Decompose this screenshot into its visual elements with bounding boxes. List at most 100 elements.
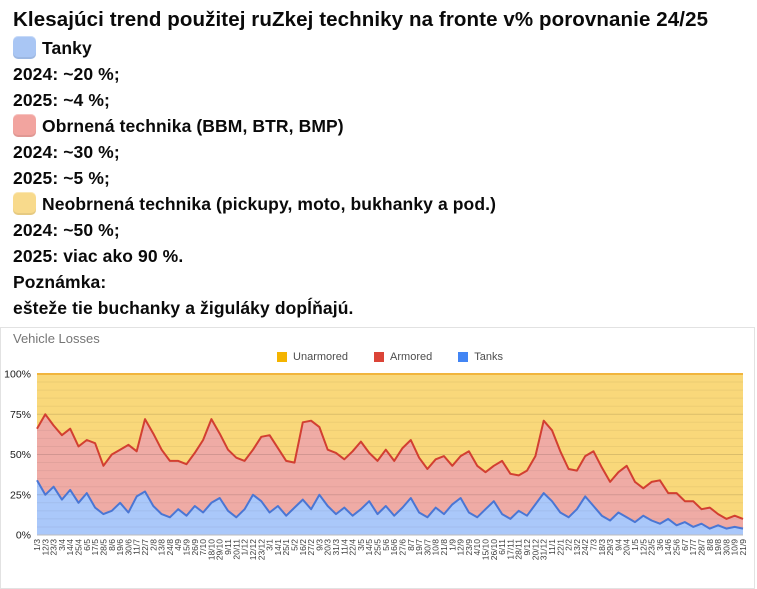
chart-legend: Unarmored Armored Tanks	[37, 351, 743, 363]
x-tick-label: 12/3	[40, 539, 50, 556]
x-tick-label: 9/12	[522, 539, 532, 556]
armored-stat-line: 2024: ~30 %;	[13, 142, 120, 162]
tanks-stat-line: 2025: ~4 %;	[13, 90, 110, 110]
x-tick-label: 2/2	[564, 539, 574, 551]
x-tick-label: 30/8	[721, 539, 731, 556]
x-tick-label: 20/4	[622, 539, 632, 556]
x-tick-label: 25/1	[281, 539, 291, 556]
legend-label: Tanks	[474, 351, 503, 363]
x-tick-label: 22/7	[140, 539, 150, 556]
x-tick-label: 10/8	[431, 539, 441, 556]
unarmored-stat-line: 2024: ~50 %;	[13, 220, 120, 240]
x-tick-label: 23/3	[49, 539, 59, 556]
x-tick-label: 5/2	[289, 539, 299, 551]
x-tick-label: 23/12	[256, 539, 266, 561]
tanks-label-line: Tanky	[13, 35, 757, 61]
x-tick-label: 10/9	[730, 539, 740, 556]
x-tick-label: 30/6	[123, 539, 133, 556]
unarmored-label: Neobrnená technika (pickupy, moto, bukha…	[42, 194, 497, 214]
x-tick-label: 29/10	[215, 539, 225, 561]
x-tick-label: 20/3	[323, 539, 333, 556]
x-tick-label: 28/7	[696, 539, 706, 556]
post-title: Klesajúci trend použitej ruZkej techniky…	[13, 8, 709, 31]
x-tick-label: 4/9	[173, 539, 183, 551]
x-tick-label: 8/7	[406, 539, 416, 551]
area-tanks	[37, 480, 743, 535]
y-tick-label: 50%	[10, 449, 31, 461]
x-tick-label: 29/3	[605, 539, 615, 556]
x-tick-label: 14/4	[65, 539, 75, 556]
x-tick-label: 1/9	[447, 539, 457, 551]
x-tick-label: 1/12	[240, 539, 250, 556]
x-tick-label: 24/2	[580, 539, 590, 556]
unarmored-swatch-icon	[13, 192, 36, 215]
x-tick-label: 7/10	[198, 539, 208, 556]
x-tick-label: 24/8	[165, 539, 175, 556]
area-armored	[37, 414, 743, 529]
x-tick-label: 3/5	[356, 539, 366, 551]
x-tick-label: 14/6	[663, 539, 673, 556]
x-tick-label: 23/9	[464, 539, 474, 556]
y-tick-label: 25%	[10, 489, 31, 501]
tanks-label: Tanky	[42, 38, 92, 58]
x-tick-label: 3/4	[57, 539, 67, 551]
x-tick-label: 11/1	[547, 539, 557, 555]
x-tick-label: 11/7	[132, 539, 142, 555]
x-tick-label: 20/11	[231, 539, 241, 560]
x-tick-label: 19/8	[713, 539, 723, 556]
x-tick-label: 16/2	[298, 539, 308, 556]
y-tick-label: 100%	[4, 369, 31, 381]
x-tick-label: 13/2	[572, 539, 582, 556]
x-tick-label: 3/1	[265, 539, 275, 551]
post-stats: Tanky 2024: ~20 %; 2025: ~4 %; Obrnená tech…	[13, 35, 757, 269]
area-unarmored	[37, 374, 743, 519]
x-tick-label: 27/2	[306, 539, 316, 556]
x-tick-label: 9/11	[223, 539, 233, 555]
note-label: Poznámka:	[13, 272, 107, 292]
chart-title: Vehicle Losses	[13, 331, 100, 346]
x-tick-label: 8/8	[705, 539, 715, 551]
tanks-swatch-icon	[13, 36, 36, 59]
x-tick-label: 28/11	[514, 539, 524, 560]
unarmored-label-line: Neobrnená technika (pickupy, moto, bukha…	[13, 191, 757, 217]
tanks-legend-swatch-icon	[458, 352, 469, 362]
legend-label: Unarmored	[293, 351, 349, 363]
x-tick-label: 15/9	[182, 539, 192, 556]
post-text-block: Klesajúci trend použitej ruZkej techniky…	[13, 8, 757, 318]
x-tick-label: 1/5	[630, 539, 640, 551]
chart-card: Vehicle Losses Unarmored Armored Tanks 100…	[0, 327, 755, 589]
x-tick-label: 9/3	[314, 539, 324, 551]
x-tick-label: 25/5	[373, 539, 383, 556]
x-tick-label: 11/4	[339, 539, 349, 555]
x-tick-label: 30/7	[422, 539, 432, 556]
x-tick-label: 12/5	[638, 539, 648, 556]
x-tick-label: 17/5	[90, 539, 100, 556]
armored-label-line: Obrnená technika (BBM, BTR, BMP)	[13, 113, 757, 139]
note-text: ešteže tie buchanky a žiguláky dopĺňajú.	[13, 298, 354, 318]
y-tick-label: 75%	[10, 409, 31, 421]
x-tick-label: 8/6	[107, 539, 117, 551]
legend-label: Armored	[390, 351, 433, 363]
legend-item-tanks: Tanks	[458, 351, 503, 363]
x-tick-label: 18/10	[206, 539, 216, 561]
x-tick-label: 26/9	[190, 539, 200, 556]
x-tick-label: 6/11	[497, 539, 507, 555]
x-tick-label: 20/12	[530, 539, 540, 561]
x-tick-label: 15/10	[481, 539, 491, 561]
x-tick-label: 22/4	[348, 539, 358, 556]
unarmored-legend-swatch-icon	[277, 352, 288, 362]
x-tick-label: 14/5	[364, 539, 374, 556]
x-tick-label: 25/6	[672, 539, 682, 556]
x-tick-label: 17/7	[688, 539, 698, 556]
tanks-stat-line: 2024: ~20 %;	[13, 64, 120, 84]
x-tick-label: 12/9	[456, 539, 466, 556]
x-tick-label: 7/3	[588, 539, 598, 551]
x-tick-label: 23/5	[647, 539, 657, 556]
x-tick-label: 22/1	[555, 539, 565, 556]
x-tick-label: 19/7	[414, 539, 424, 556]
x-tick-label: 3/6	[655, 539, 665, 551]
x-tick-label: 26/10	[489, 539, 499, 561]
x-tick-label: 2/8	[148, 539, 158, 551]
x-tick-label: 21/8	[439, 539, 449, 556]
x-tick-label: 31/12	[539, 539, 549, 561]
